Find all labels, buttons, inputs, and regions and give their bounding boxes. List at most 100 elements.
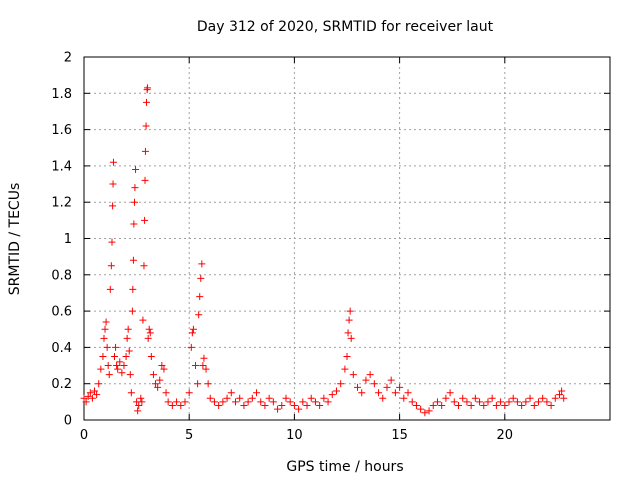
data-point [240,401,248,409]
data-point [200,354,208,362]
data-point [206,394,214,402]
data-point [109,180,117,188]
data-point [278,401,286,409]
data-point [231,398,239,406]
data-point [129,285,137,293]
data-point [126,371,134,379]
data-point [135,401,143,409]
data-point [274,405,282,413]
data-point [412,401,420,409]
x-tick-label: 5 [185,428,193,443]
data-point [162,389,170,397]
data-point [236,394,244,402]
x-tick-label: 10 [286,428,303,443]
data-point [138,398,146,406]
data-point [253,389,261,397]
data-point [103,343,111,351]
data-point [168,401,176,409]
data-point [433,398,441,406]
data-point [455,401,463,409]
data-point [341,365,349,373]
data-point [104,362,112,370]
data-point [471,394,479,402]
data-point [358,389,366,397]
data-point [501,401,509,409]
data-point [286,398,294,406]
data-point [257,398,265,406]
data-point [391,389,399,397]
grid [84,57,610,420]
data-point [93,391,101,399]
data-point [400,394,408,402]
y-tick-label: 2 [64,51,72,66]
data-point [95,380,103,388]
data-point [108,238,116,246]
data-point [164,398,172,406]
x-tick-labels: 0 5 10 15 20 [80,428,513,443]
y-tick-label: 1.6 [51,123,72,138]
data-point [131,184,139,192]
data-point [149,371,157,379]
data-point [82,398,90,406]
data-point [134,407,142,415]
data-point [417,405,425,413]
data-point [128,307,136,315]
data-point [130,198,138,206]
data-point [303,401,311,409]
data-point [144,84,152,92]
data-point [160,365,168,373]
axis-ticks [83,56,610,421]
y-tick-labels: 0 0.2 0.4 0.6 0.8 1 1.2 1.4 1.6 1.8 2 [51,51,72,429]
data-point [547,401,555,409]
data-point [345,316,353,324]
data-point [543,398,551,406]
data-point [140,262,148,270]
data-point [324,398,332,406]
data-point [539,394,547,402]
data-point [530,401,538,409]
data-point [442,394,450,402]
data-point [366,371,374,379]
x-tick-label: 15 [391,428,408,443]
data-point [408,398,416,406]
data-point [438,401,446,409]
data-point [328,391,336,399]
data-point [109,202,117,210]
data-points [80,84,568,417]
data-point [497,398,505,406]
data-point [526,394,534,402]
data-point [349,371,357,379]
data-point [112,343,120,351]
data-point [379,394,387,402]
data-point [86,389,94,397]
data-point [311,398,319,406]
data-point [144,334,152,342]
data-point [421,409,429,417]
data-point [187,343,195,351]
data-point [142,98,150,106]
data-point [130,220,138,228]
data-point [181,398,189,406]
data-point [152,380,160,388]
data-point [558,387,566,395]
data-point [227,389,235,397]
y-tick-label: 0.4 [51,341,72,356]
chart-title: Day 312 of 2020, SRMTID for receiver lau… [197,19,494,35]
data-point [505,398,513,406]
data-point [194,380,202,388]
data-point [425,407,433,415]
data-point [111,352,119,360]
data-point [132,166,140,174]
data-point [118,369,126,377]
data-point [105,371,113,379]
data-point [551,394,559,402]
data-point [446,389,454,397]
data-point [147,352,155,360]
data-point [307,394,315,402]
data-point [354,383,362,391]
data-point [142,122,150,130]
data-point [215,401,223,409]
data-point [463,398,471,406]
data-point [146,329,154,337]
data-point [196,293,204,301]
